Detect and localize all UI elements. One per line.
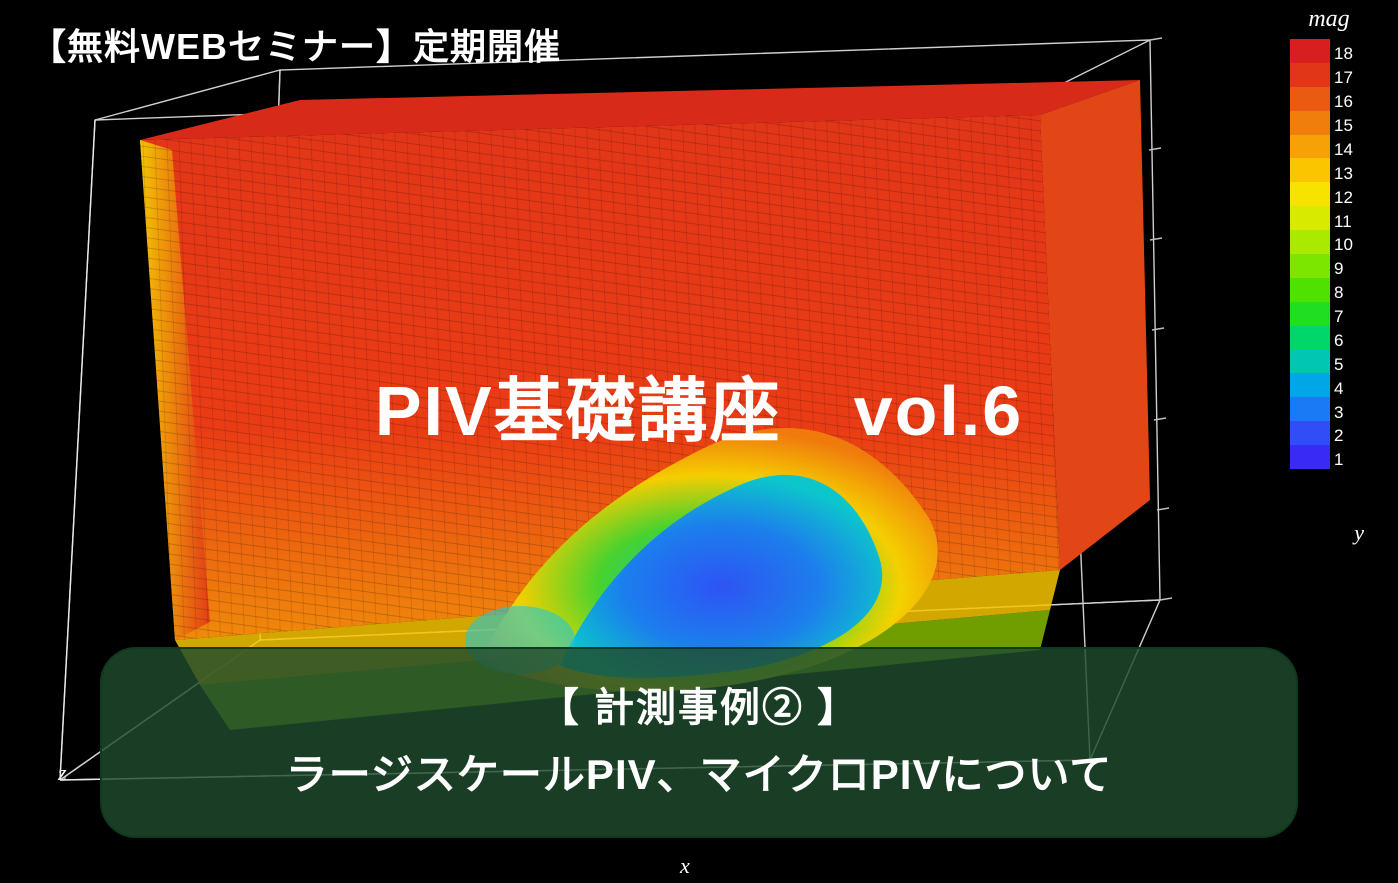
colorbar-segment <box>1290 206 1330 230</box>
colorbar-tick-label: 12 <box>1334 189 1353 206</box>
subtitle-line-2: ラージスケールPIV、マイクロPIVについて <box>132 741 1266 802</box>
colorbar-tick-label: 17 <box>1334 69 1353 86</box>
colorbar-segment <box>1290 135 1330 159</box>
colorbar-tick-label: 9 <box>1334 260 1353 277</box>
colorbar-segment <box>1290 326 1330 350</box>
colorbar-segment <box>1290 111 1330 135</box>
seminar-header: 【無料WEBセミナー】定期開催 <box>30 18 561 70</box>
scene: y z x mag 181716151413121110987654321 【無… <box>0 0 1398 883</box>
colorbar-segment <box>1290 302 1330 326</box>
colorbar-tick-label: 14 <box>1334 141 1353 158</box>
colorbar-segment <box>1290 87 1330 111</box>
colorbar-tick-label: 10 <box>1334 236 1353 253</box>
colorbar-segment <box>1290 39 1330 63</box>
colorbar-tick-label: 16 <box>1334 93 1353 110</box>
colorbar-tick-label: 8 <box>1334 284 1353 301</box>
colorbar-tick-label: 13 <box>1334 165 1353 182</box>
colorbar-tick-label: 6 <box>1334 332 1353 349</box>
colorbar-tick-label: 7 <box>1334 308 1353 325</box>
colorbar-segment <box>1290 158 1330 182</box>
colorbar-segment <box>1290 63 1330 87</box>
subtitle-panel: 【 計測事例② 】 ラージスケールPIV、マイクロPIVについて <box>100 647 1298 838</box>
colorbar-tick-label: 18 <box>1334 45 1353 62</box>
colorbar-segment <box>1290 254 1330 278</box>
colorbar-segment <box>1290 182 1330 206</box>
colorbar-segment <box>1290 278 1330 302</box>
colorbar-tick-label: 15 <box>1334 117 1353 134</box>
colorbar-tick-label: 11 <box>1334 213 1353 230</box>
page-title: PIV基礎講座 vol.6 <box>0 355 1398 456</box>
colorbar-title: mag <box>1284 6 1374 33</box>
subtitle-line-1: 【 計測事例② 】 <box>132 675 1266 733</box>
colorbar-segment <box>1290 230 1330 254</box>
